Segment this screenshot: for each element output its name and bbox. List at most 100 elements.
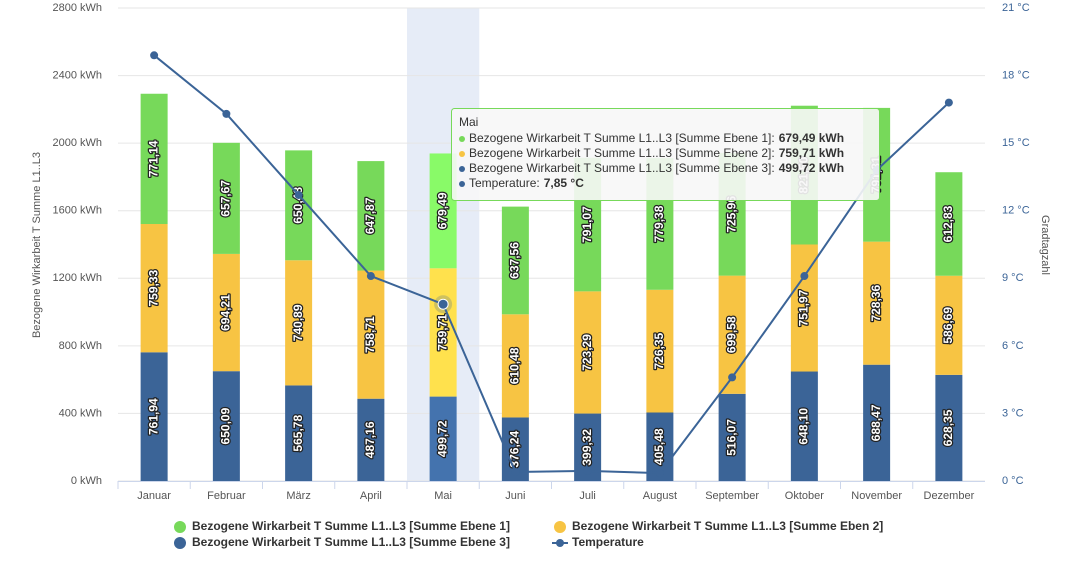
legend-symbol: [554, 521, 566, 533]
y-tick-label: 0 kWh: [71, 475, 102, 487]
value-label: 612,83: [941, 205, 955, 242]
legend-symbol: [556, 539, 564, 547]
value-label: 628,35: [941, 409, 955, 446]
value-label: 699,58: [724, 316, 738, 353]
value-label: 586,69: [941, 307, 955, 344]
value-label: 650,09: [219, 407, 233, 444]
y2-axis-title: Gradtagzahl: [1039, 215, 1051, 275]
legend-label[interactable]: Bezogene Wirkarbeit T Summe L1..L3 [Summ…: [192, 535, 510, 549]
y-axis-title: Bezogene Wirkarbeit T Summe L1..L3: [31, 152, 43, 338]
bar-segment: [790, 244, 818, 372]
bar-segment: [212, 371, 240, 481]
y2-tick-label: 0 °C: [1002, 475, 1024, 487]
tooltip-row: Bezogene Wirkarbeit T Summe L1..L3 [Summ…: [469, 161, 844, 175]
value-label: 499,72: [435, 420, 449, 457]
x-tick-label: Oktober: [785, 490, 824, 502]
line-point: [728, 373, 737, 382]
bar-segment: [357, 398, 385, 481]
bar-segment: [935, 374, 963, 481]
value-label: 376,24: [508, 431, 522, 468]
value-label: 758,71: [363, 316, 377, 353]
bar-segment: [790, 371, 818, 481]
x-tick-label: April: [360, 490, 382, 502]
legend-label[interactable]: Temperature: [572, 535, 644, 549]
value-label: 751,97: [797, 289, 811, 326]
value-label: 740,89: [291, 304, 305, 341]
line-point: [222, 109, 231, 118]
value-label: 759,71: [435, 314, 449, 351]
legend-label[interactable]: Bezogene Wirkarbeit T Summe L1..L3 [Summ…: [192, 519, 510, 533]
tooltip-dot: [459, 136, 465, 142]
tooltip-dot: [459, 166, 465, 172]
x-tick-label: Februar: [207, 490, 246, 502]
bar-segment: [429, 268, 457, 397]
x-tick-label: Juni: [505, 490, 525, 502]
value-label: 487,16: [363, 421, 377, 458]
bar-segment: [863, 241, 891, 365]
y2-tick-label: 12 °C: [1002, 205, 1030, 217]
x-tick-label: Dezember: [924, 490, 975, 502]
tooltip-dot: [459, 151, 465, 157]
line-series: [153, 54, 950, 475]
tooltip-label: Temperature:: [469, 176, 540, 190]
bar-segment: [501, 314, 529, 418]
line-point: [294, 190, 303, 199]
bar-segment: [285, 385, 313, 481]
value-label: 791,07: [580, 206, 594, 243]
bar-segment: [718, 393, 746, 481]
bar-segment: [935, 275, 963, 375]
line-point: [150, 51, 159, 60]
x-tick-label: September: [705, 490, 759, 502]
value-label: 725,96: [724, 196, 738, 233]
line-point: [437, 298, 449, 310]
x-tick-label: November: [851, 490, 902, 502]
x-tick-label: August: [643, 490, 677, 502]
bar-segment: [140, 352, 168, 481]
bar-segment: [357, 161, 385, 271]
bar-segment: [357, 270, 385, 399]
tooltip-row: Temperature: 7,85 °C: [469, 176, 584, 190]
y-tick-label: 400 kWh: [59, 407, 102, 419]
y2-tick-label: 21 °C: [1002, 2, 1030, 14]
bar-segment: [140, 93, 168, 225]
tooltip-dot: [459, 181, 465, 187]
legend-symbol: [174, 521, 186, 533]
line-point: [655, 469, 664, 478]
y-tick-label: 1200 kWh: [52, 272, 102, 284]
value-label: 759,33: [146, 269, 160, 306]
legend-label[interactable]: Bezogene Wirkarbeit T Summe L1..L3 [Summ…: [572, 519, 883, 533]
value-label: 728,36: [869, 284, 883, 321]
value-label: 779,38: [652, 205, 666, 242]
bar-segment: [212, 142, 240, 254]
value-label: 648,10: [797, 408, 811, 445]
bar-segment: [646, 289, 674, 413]
y2-tick-label: 3 °C: [1002, 407, 1024, 419]
tooltip-value: 679,49 kWh: [779, 131, 844, 145]
bar-segment: [935, 172, 963, 276]
y2-tick-label: 6 °C: [1002, 340, 1024, 352]
y-tick-label: 2000 kWh: [52, 137, 102, 149]
bar-segment: [285, 260, 313, 386]
tooltip-value: 499,72 kWh: [779, 161, 844, 175]
tooltip-label: Bezogene Wirkarbeit T Summe L1..L3 [Summ…: [469, 131, 775, 145]
line-point: [944, 98, 953, 107]
line-point: [800, 272, 809, 281]
tooltip-label: Bezogene Wirkarbeit T Summe L1..L3 [Summ…: [469, 146, 775, 160]
bar-segment: [429, 396, 457, 481]
value-label: 405,48: [652, 428, 666, 465]
value-label: 516,07: [724, 419, 738, 456]
y2-tick-label: 18 °C: [1002, 69, 1030, 81]
value-label: 723,29: [580, 334, 594, 371]
value-label: 657,67: [219, 180, 233, 217]
bar-segment: [501, 206, 529, 315]
y-tick-label: 2800 kWh: [52, 2, 102, 14]
tooltip-value: 7,85 °C: [544, 176, 584, 190]
value-label: 679,49: [435, 192, 449, 229]
y-tick-label: 800 kWh: [59, 340, 102, 352]
y2-tick-label: 15 °C: [1002, 137, 1030, 149]
tooltip: Mai Bezogene Wirkarbeit T Summe L1..L3 [S…: [451, 108, 880, 201]
y-tick-label: 1600 kWh: [52, 205, 102, 217]
line-point: [511, 467, 520, 476]
x-tick-label: Mai: [434, 490, 452, 502]
